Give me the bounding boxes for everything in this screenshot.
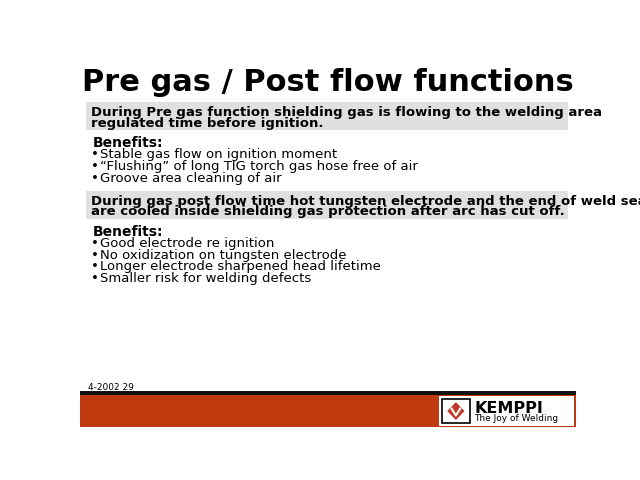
Text: Smaller risk for welding defects: Smaller risk for welding defects	[100, 272, 312, 285]
Text: During Pre gas function shielding gas is flowing to the welding area: During Pre gas function shielding gas is…	[91, 106, 602, 119]
Text: regulated time before ignition.: regulated time before ignition.	[91, 117, 323, 130]
Text: •: •	[91, 260, 99, 273]
Text: Benefits:: Benefits:	[92, 225, 163, 239]
Text: “Flushing” of long TIG torch gas hose free of air: “Flushing” of long TIG torch gas hose fr…	[100, 160, 418, 173]
Text: During gas post flow time hot tungsten electrode and the end of weld seam: During gas post flow time hot tungsten e…	[91, 195, 640, 208]
Text: Groove area cleaning of air: Groove area cleaning of air	[100, 171, 282, 185]
Polygon shape	[448, 403, 463, 419]
Bar	[442, 399, 470, 423]
Text: KEMPPI: KEMPPI	[474, 401, 543, 416]
Bar	[80, 391, 518, 395]
Text: are cooled inside shielding gas protection after arc has cut off.: are cooled inside shielding gas protecti…	[91, 205, 564, 218]
Text: Stable gas flow on ignition moment: Stable gas flow on ignition moment	[100, 148, 337, 161]
Bar	[86, 191, 568, 218]
Text: Longer electrode sharpened head lifetime: Longer electrode sharpened head lifetime	[100, 260, 381, 273]
Polygon shape	[514, 391, 576, 395]
Text: Benefits:: Benefits:	[92, 136, 163, 150]
Text: •: •	[91, 171, 99, 185]
Bar	[80, 395, 576, 427]
Text: •: •	[91, 160, 99, 173]
Bar	[80, 391, 576, 395]
Text: •: •	[91, 148, 99, 161]
Text: •: •	[91, 272, 99, 285]
Text: The Joy of Welding: The Joy of Welding	[474, 414, 559, 423]
Text: Good electrode re ignition: Good electrode re ignition	[100, 237, 275, 250]
Bar	[86, 102, 568, 130]
Text: 4-2002 29: 4-2002 29	[88, 383, 134, 392]
Text: •: •	[91, 237, 99, 250]
Text: No oxidization on tungsten electrode: No oxidization on tungsten electrode	[100, 249, 347, 262]
Text: •: •	[91, 249, 99, 262]
Text: Pre gas / Post flow functions: Pre gas / Post flow functions	[82, 68, 574, 97]
Bar	[439, 396, 575, 426]
